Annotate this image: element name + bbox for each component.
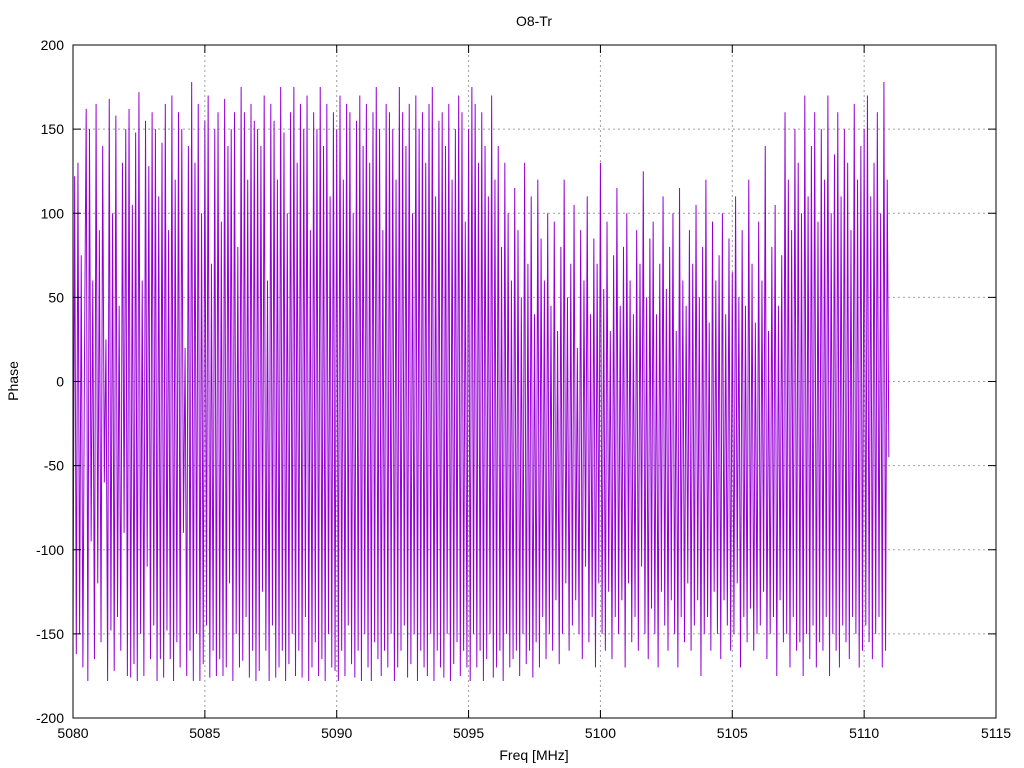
x-tick-label: 5085 [189, 725, 220, 741]
chart-title: O8-Tr [516, 13, 552, 29]
y-tick-label: 0 [56, 374, 64, 390]
x-tick-label: 5100 [585, 725, 616, 741]
y-tick-label: 100 [41, 205, 65, 221]
x-tick-label: 5105 [717, 725, 748, 741]
x-tick-label: 5095 [453, 725, 484, 741]
y-tick-label: -200 [36, 710, 64, 726]
phase-series-line [72, 82, 890, 681]
y-tick-label: 200 [41, 37, 65, 53]
y-tick-label: 50 [48, 289, 64, 305]
y-tick-label: 150 [41, 121, 65, 137]
x-axis-ticks: 5080 5085 5090 5095 5100 5105 5110 5115 [57, 45, 1011, 741]
y-axis-ticks: -200 -150 -100 -50 0 50 100 150 200 [36, 37, 996, 726]
y-tick-label: -150 [36, 626, 64, 642]
x-tick-label: 5090 [321, 725, 352, 741]
x-tick-label: 5110 [849, 725, 879, 741]
x-tick-label: 5080 [57, 725, 88, 741]
y-axis-label: Phase [5, 361, 21, 401]
series-layer [72, 82, 890, 681]
x-tick-label: 5115 [981, 725, 1011, 741]
y-tick-label: -100 [36, 542, 64, 558]
y-tick-label: -50 [44, 458, 64, 474]
x-axis-label: Freq [MHz] [499, 747, 568, 763]
